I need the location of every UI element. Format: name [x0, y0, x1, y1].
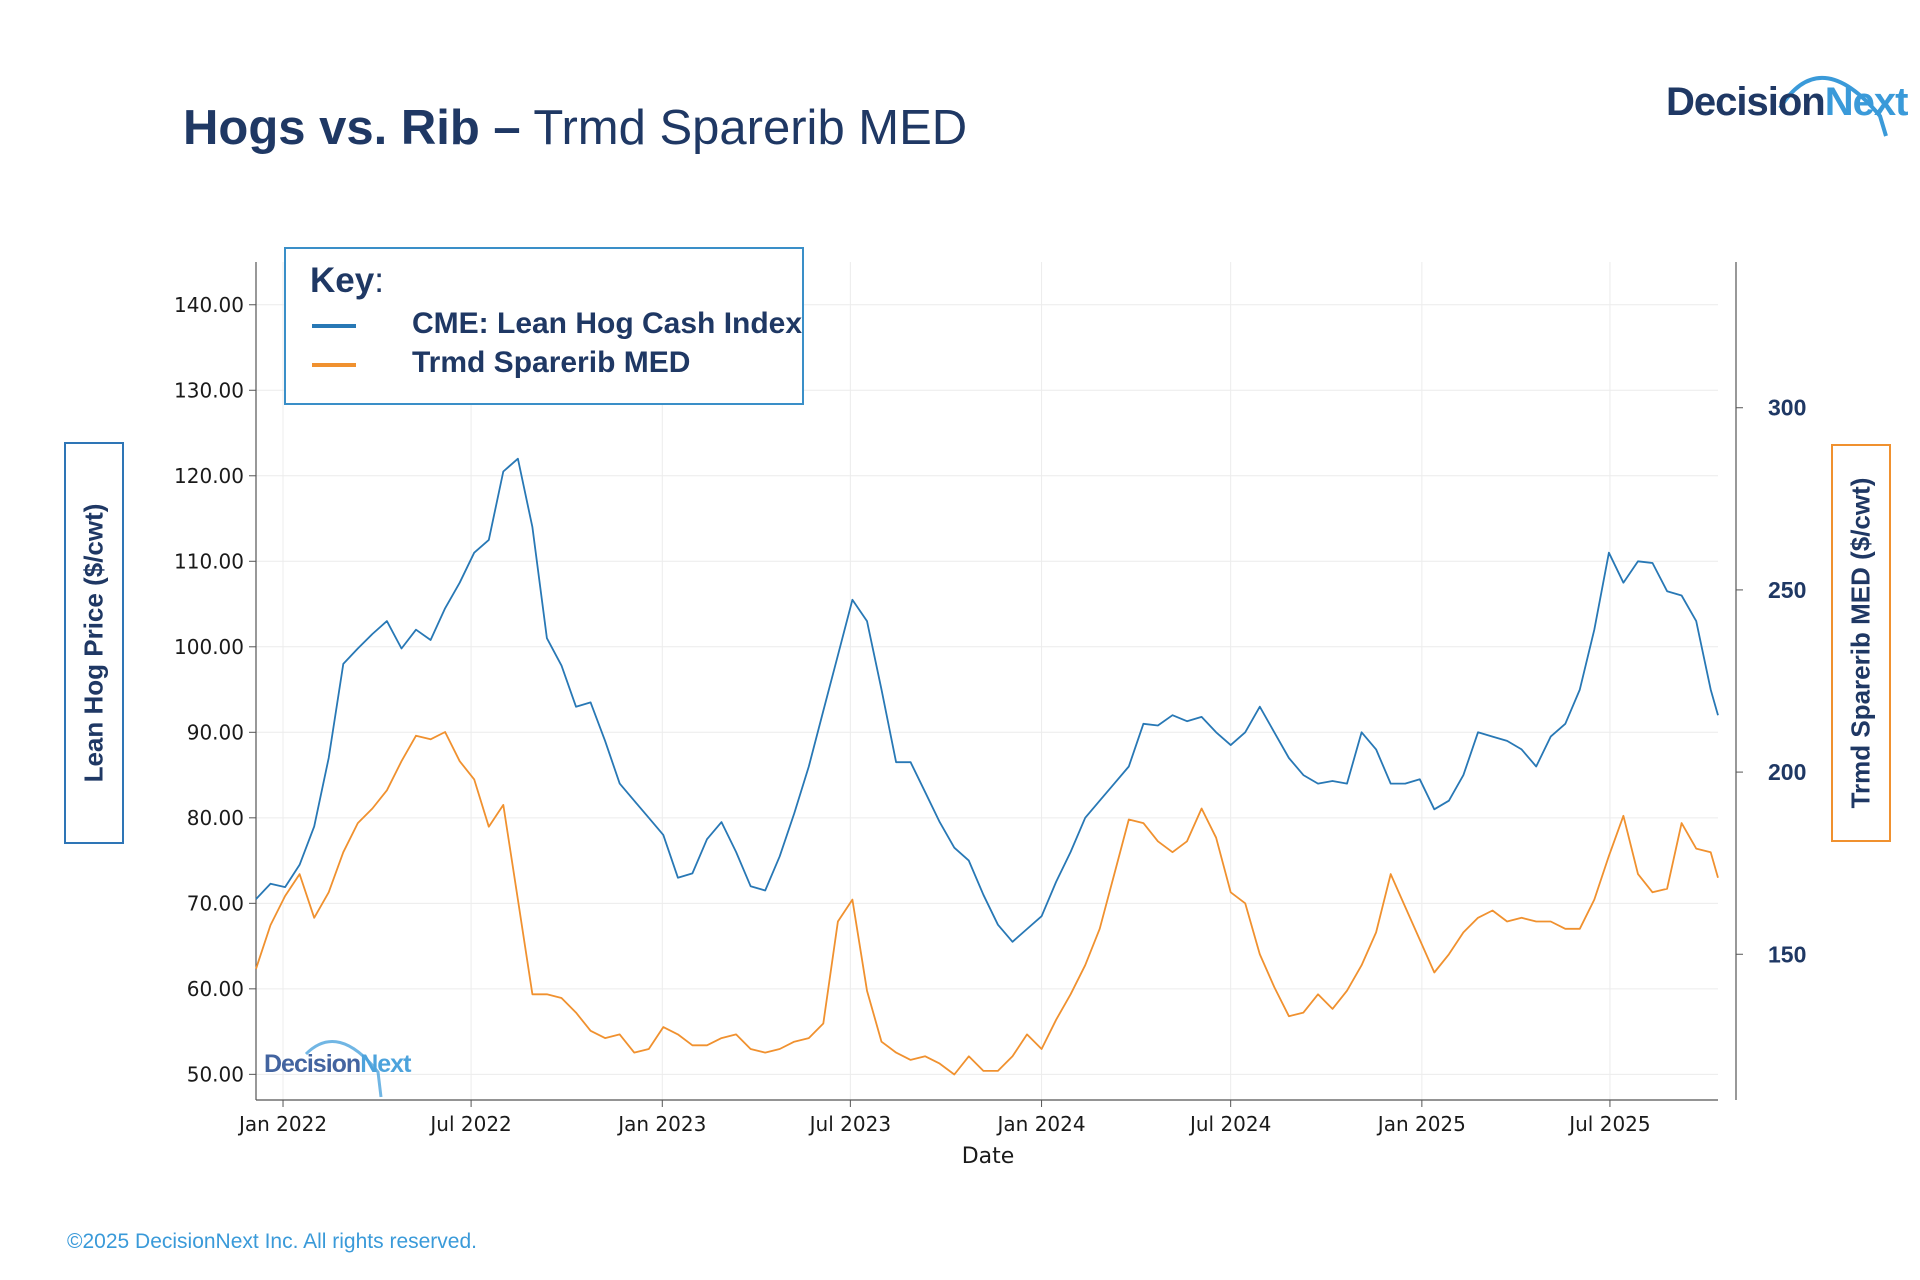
legend-label-lean-hog: CME: Lean Hog Cash Index: [412, 307, 803, 340]
right-tick-label: 250: [1768, 577, 1806, 603]
x-tick-label: Jan 2024: [996, 1112, 1086, 1136]
title-regular: Trmd Sparerib MED: [533, 101, 968, 155]
left-tick-label: 130.00: [174, 378, 244, 402]
left-tick-label: 110.00: [174, 549, 244, 573]
brand-logo: DecisionNext: [1640, 44, 1908, 154]
right-tick-label: 300: [1768, 395, 1806, 421]
left-tick-label: 100.00: [174, 635, 244, 659]
chart-legend: Key: CME: Lean Hog Cash Index Trmd Spare…: [284, 247, 804, 405]
left-tick-label: 70.00: [187, 891, 244, 915]
left-tick-label: 80.00: [187, 806, 244, 830]
title-bold: Hogs vs. Rib –: [183, 101, 521, 155]
watermark-arc-icon: [304, 1040, 383, 1098]
series-line-sparerib: [255, 731, 1719, 1076]
right-axis-label-box: Trmd Sparerib MED ($/cwt): [1831, 444, 1891, 842]
watermark-logo: DecisionNext: [258, 1032, 418, 1102]
left-axis-label: Lean Hog Price ($/cwt): [78, 503, 109, 783]
left-tick-label: 60.00: [187, 977, 244, 1001]
x-tick-label: Jan 2022: [237, 1112, 327, 1136]
x-tick-label: Jul 2022: [428, 1112, 511, 1136]
x-tick-label: Jul 2024: [1188, 1112, 1271, 1136]
x-tick-label: Jul 2023: [808, 1112, 891, 1136]
legend-label-sparerib: Trmd Sparerib MED: [412, 346, 691, 379]
left-tick-label: 140.00: [174, 293, 244, 317]
left-axis-label-box: Lean Hog Price ($/cwt): [64, 442, 124, 844]
copyright-notice: ©2025 DecisionNext Inc. All rights reser…: [67, 1230, 477, 1253]
series-line-lean-hog: [255, 457, 1719, 943]
logo-arc-icon: [1778, 75, 1888, 137]
legend-title: Key:: [310, 261, 384, 300]
left-tick-label: 90.00: [187, 720, 244, 744]
x-tick-label: Jan 2025: [1376, 1112, 1466, 1136]
x-tick-label: Jan 2023: [616, 1112, 706, 1136]
x-tick-label: Jul 2025: [1567, 1112, 1650, 1136]
right-axis-label: Trmd Sparerib MED ($/cwt): [1845, 477, 1876, 809]
right-tick-label: 200: [1768, 759, 1806, 785]
left-tick-label: 50.00: [187, 1062, 244, 1086]
logo-text: DecisionNext: [1666, 80, 1908, 124]
legend-swatch-sparerib: [312, 363, 356, 367]
left-tick-label: 120.00: [174, 464, 244, 488]
watermark-text: DecisionNext: [264, 1050, 411, 1078]
right-tick-label: 150: [1768, 941, 1806, 967]
page-title: Hogs vs. Rib – Trmd Sparerib MED: [183, 100, 967, 156]
x-axis-title: Date: [962, 1144, 1015, 1169]
legend-swatch-lean-hog: [312, 324, 356, 328]
